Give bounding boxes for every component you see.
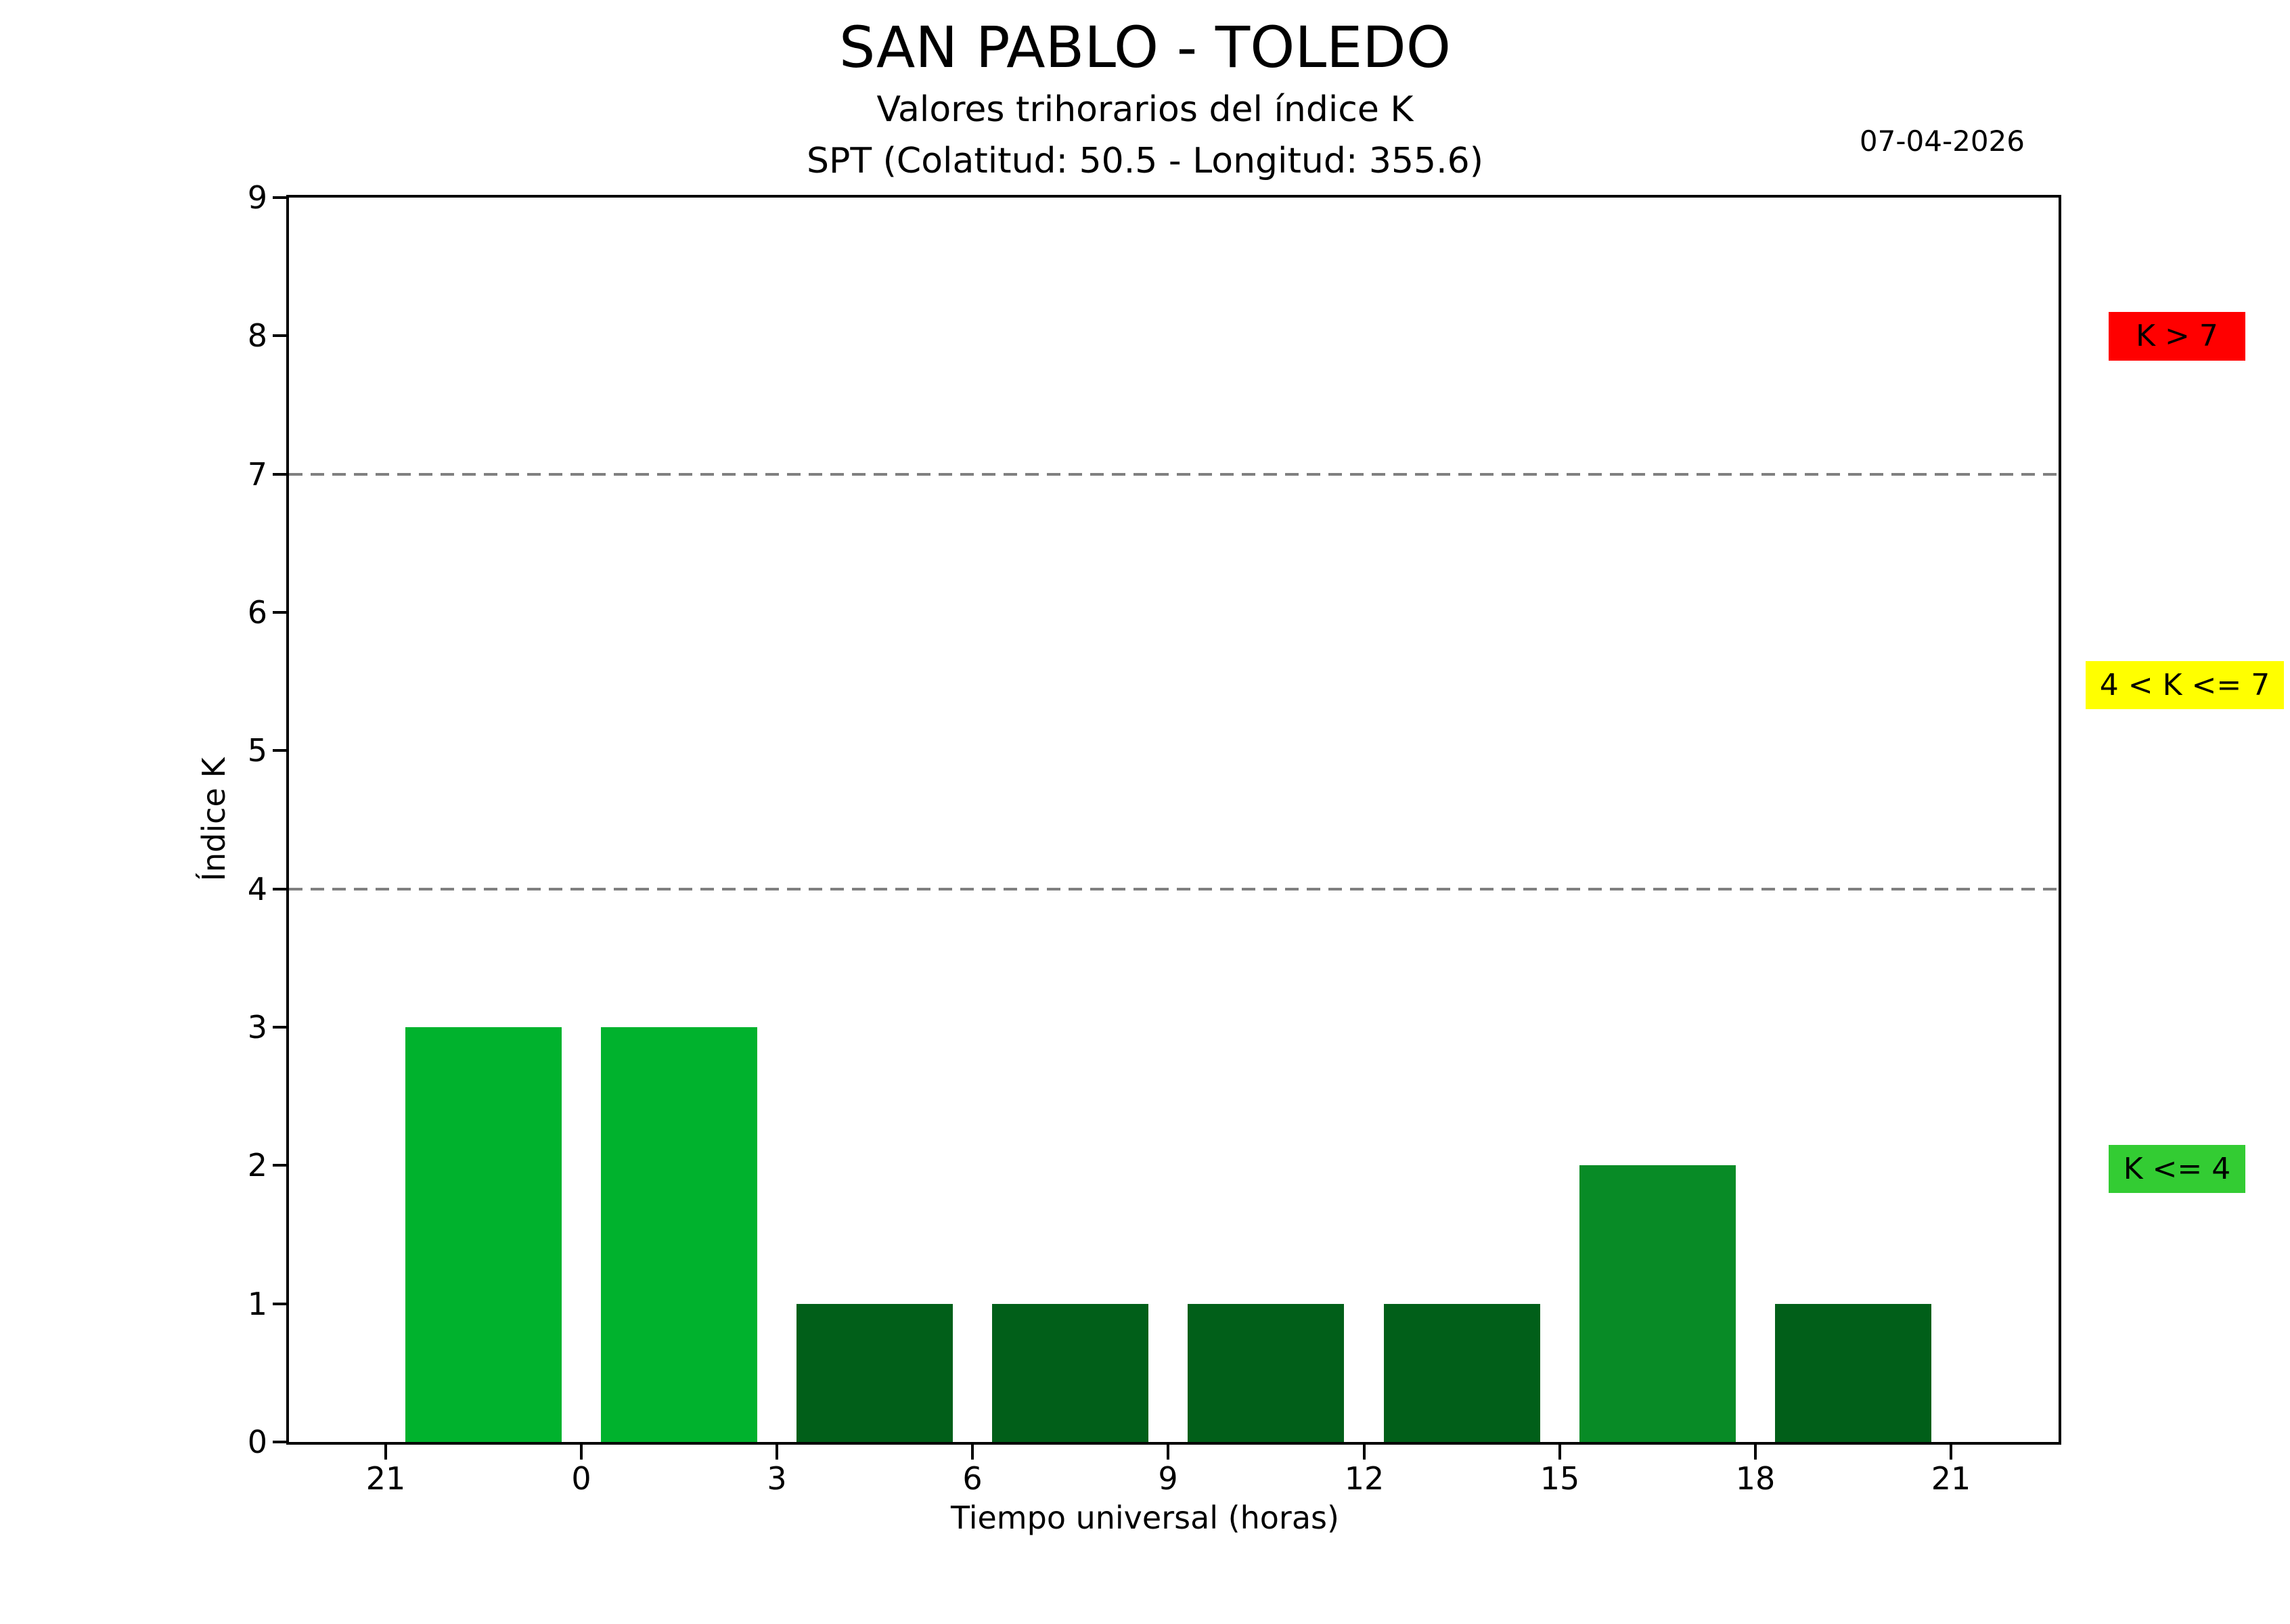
y-tick-label-1: 1 [247,1285,267,1322]
bar-09-12 [1188,1304,1344,1442]
x-tick-label-0: 21 [365,1460,406,1497]
legend-4-lt-k-le-7: 4 < K <= 7 [2086,661,2284,709]
x-tickmark-6 [1558,1445,1561,1460]
x-tick-label-6: 15 [1540,1460,1580,1497]
y-tickmark-8 [273,334,286,338]
bar-21-00 [405,1027,562,1442]
x-tick-label-4: 9 [1158,1460,1178,1497]
x-tickmark-5 [1363,1445,1366,1460]
station-info: SPT (Colatitud: 50.5 - Longitud: 355.6) [806,141,1484,181]
y-tickmark-0 [273,1441,286,1443]
y-tick-label-3: 3 [247,1009,267,1045]
y-tick-label-5: 5 [247,732,267,769]
y-tickmark-9 [273,196,286,199]
page-title: SAN PABLO - TOLEDO [839,14,1451,81]
y-tick-label-2: 2 [247,1147,267,1184]
x-tickmark-0 [384,1445,387,1460]
bar-03-06 [796,1304,953,1442]
y-tickmark-5 [273,749,286,752]
date-label: 07-04-2026 [1859,125,2025,158]
x-tick-label-7: 18 [1735,1460,1776,1497]
bar-06-09 [992,1304,1148,1442]
y-tick-label-9: 9 [247,179,267,216]
x-tick-label-1: 0 [571,1460,591,1497]
chart-subtitle: Valores trihorarios del índice K [876,89,1414,130]
x-tick-label-5: 12 [1344,1460,1385,1497]
threshold-line-k7 [289,472,2059,476]
y-tickmark-4 [273,887,286,890]
x-tick-label-3: 6 [962,1460,983,1497]
bar-15-18 [1579,1165,1736,1442]
y-tickmark-2 [273,1164,286,1167]
bar-00-03 [601,1027,757,1442]
bar-12-15 [1384,1304,1540,1442]
y-tick-label-8: 8 [247,317,267,355]
legend-k-gt-7: K > 7 [2109,312,2245,361]
x-axis-label: Tiempo universal (horas) [951,1499,1339,1536]
threshold-line-k4 [289,887,2059,890]
x-tickmark-4 [1167,1445,1169,1460]
y-tick-label-4: 4 [247,870,267,907]
bar-18-21 [1775,1304,1931,1442]
x-tickmark-7 [1754,1445,1757,1460]
y-tickmark-1 [273,1302,286,1305]
x-tickmark-1 [580,1445,583,1460]
y-axis-label: Índice K [196,757,232,882]
x-tickmark-2 [776,1445,778,1460]
y-tickmark-6 [273,611,286,614]
x-tickmark-3 [971,1445,974,1460]
x-tick-label-2: 3 [767,1460,787,1497]
y-tick-label-7: 7 [247,455,267,493]
legend-k-le-4: K <= 4 [2109,1145,2245,1193]
y-tickmark-3 [273,1026,286,1029]
y-tick-label-6: 6 [247,594,267,631]
plot-area [286,195,2061,1445]
x-tick-label-8: 21 [1931,1460,1971,1497]
y-tick-label-0: 0 [247,1424,267,1460]
y-tickmark-7 [273,472,286,476]
x-tickmark-8 [1950,1445,1952,1460]
